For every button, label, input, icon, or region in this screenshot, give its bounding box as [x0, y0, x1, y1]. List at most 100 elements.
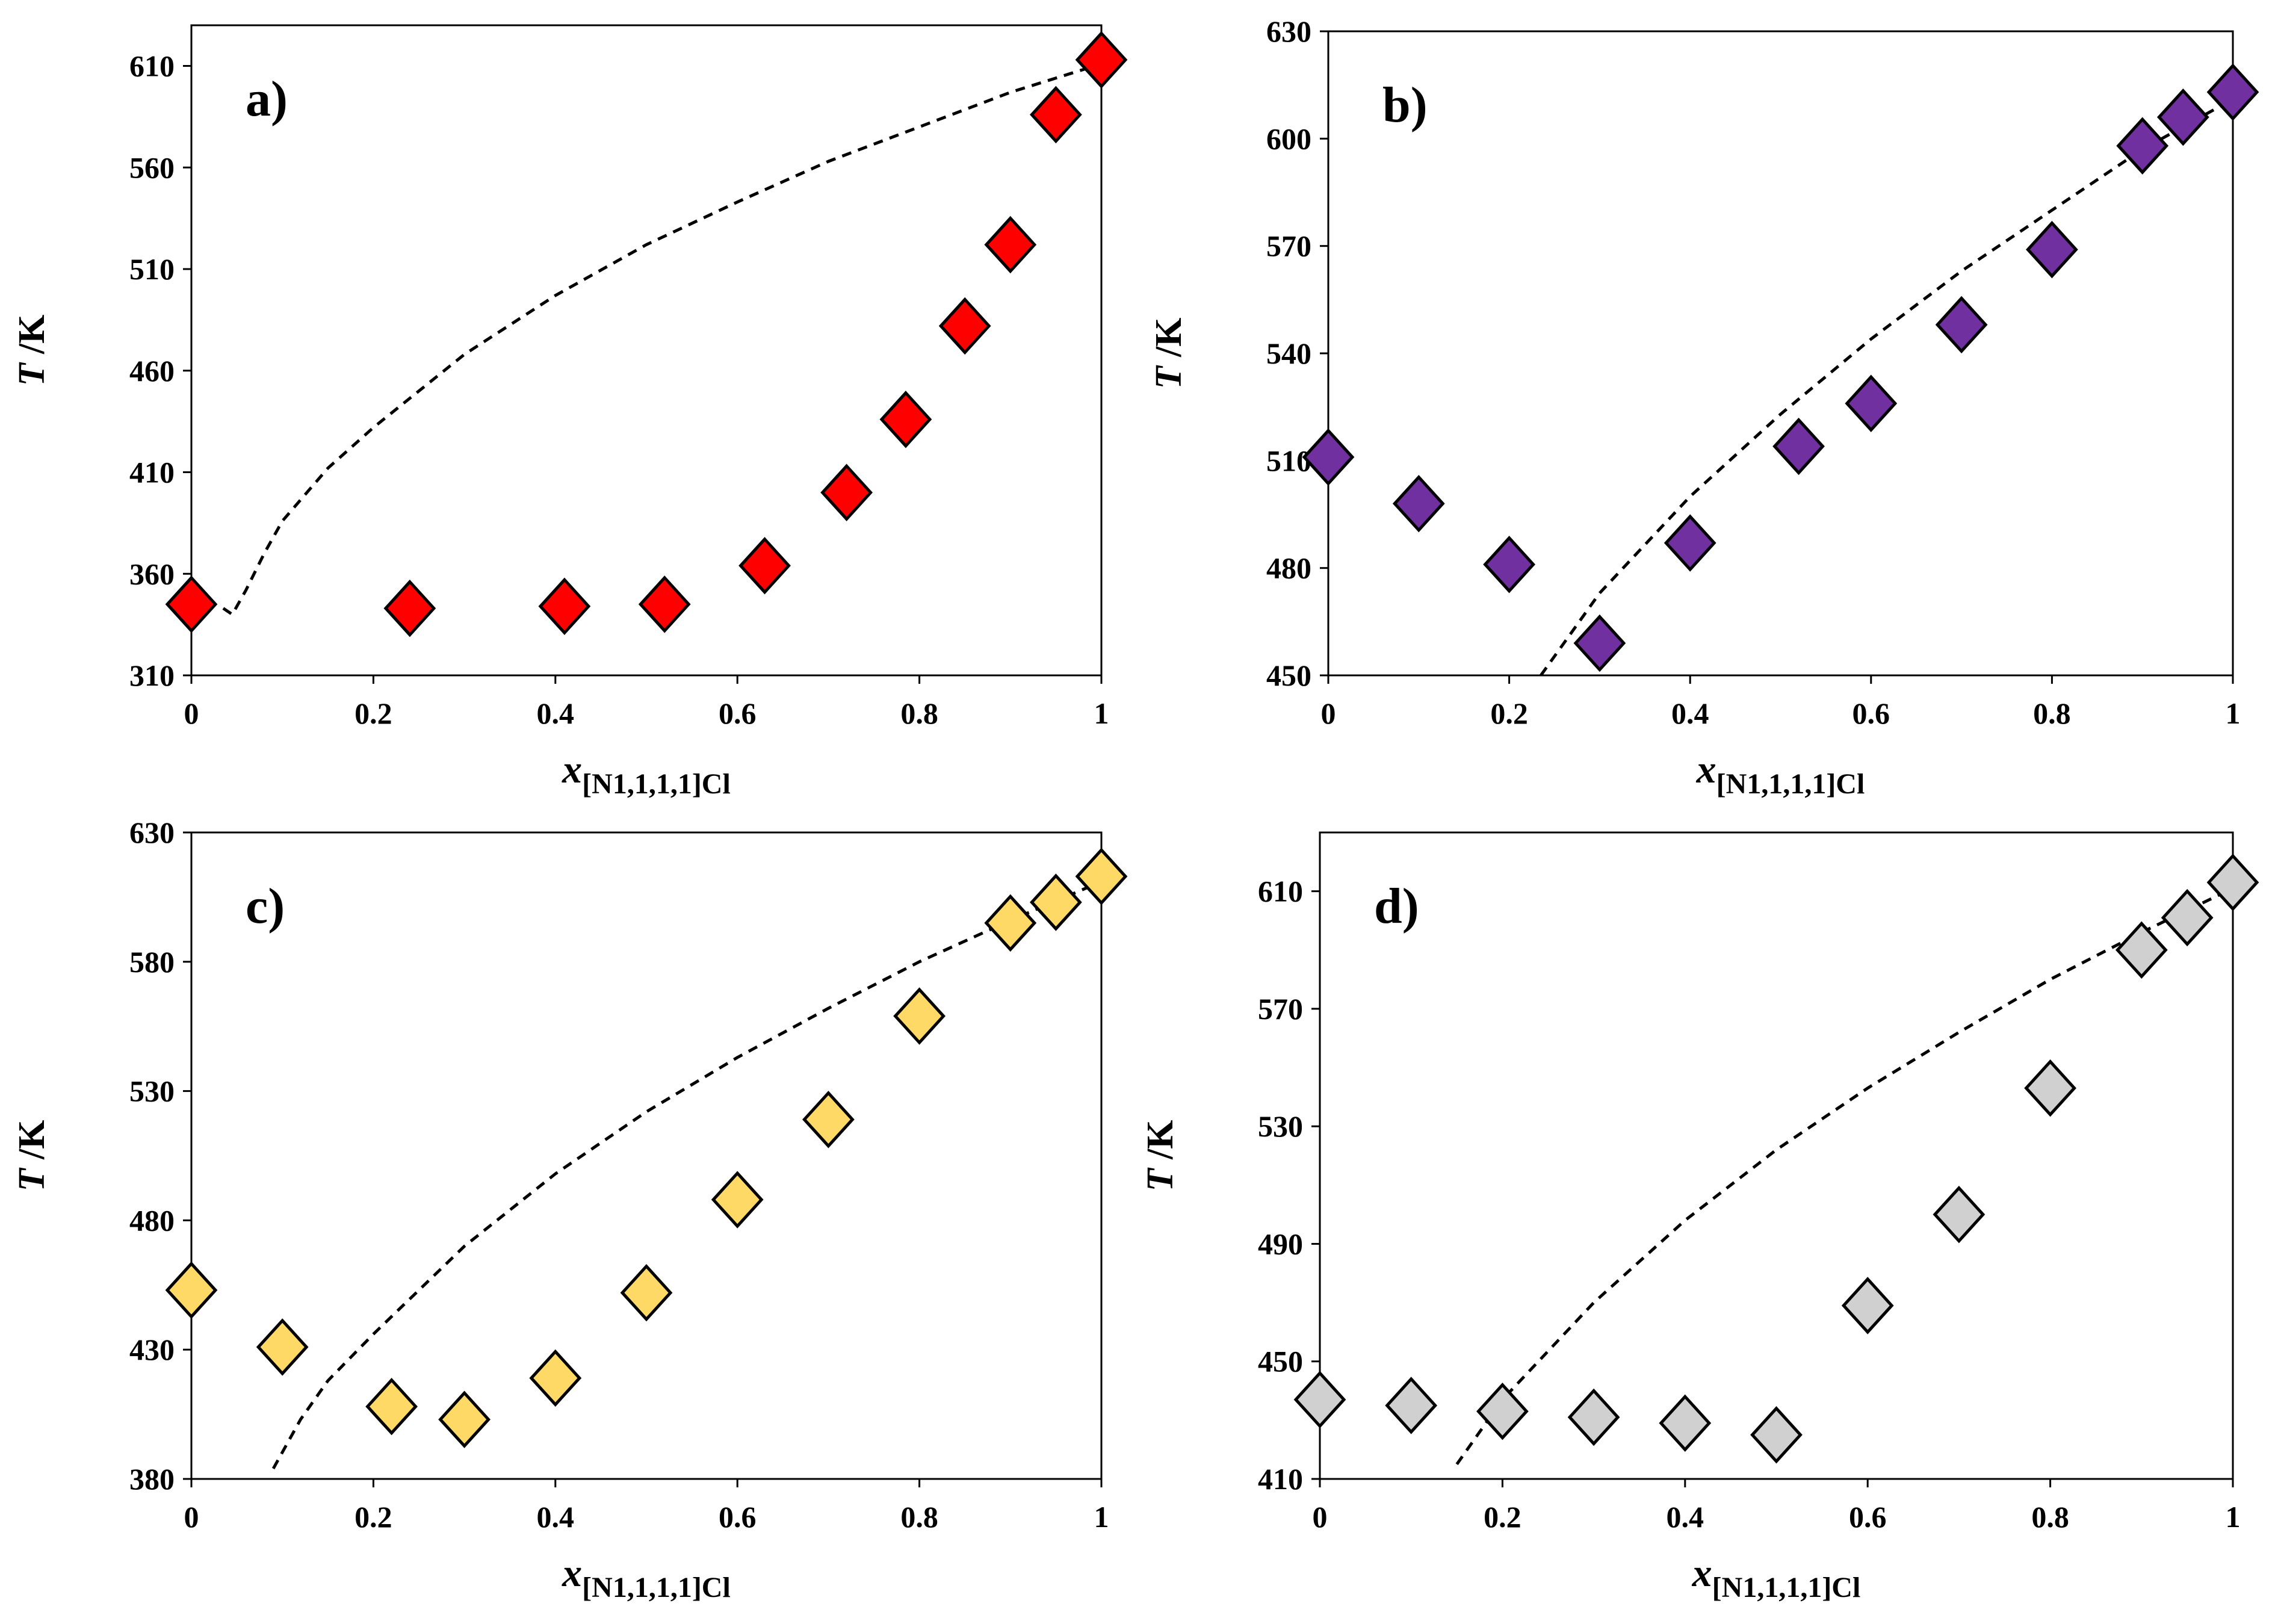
data-point-marker [2206, 63, 2259, 121]
y-tick-label: 510 [1266, 444, 1311, 477]
data-point-marker [529, 1349, 582, 1407]
y-tick-label: 530 [1258, 1109, 1303, 1143]
x-tick-label: 0.2 [354, 1500, 392, 1534]
data-point-marker [1302, 428, 1355, 486]
panel-label: d) [1374, 878, 1419, 934]
data-point-marker [984, 894, 1037, 952]
x-tick-label: 0.4 [1671, 696, 1709, 730]
data-point-marker [1845, 374, 1898, 432]
x-tick-label: 0.2 [1484, 1500, 1521, 1534]
data-point-marker [1476, 1383, 1529, 1440]
data-point-marker [1573, 614, 1626, 672]
x-tick-label: 0.4 [1667, 1500, 1704, 1534]
x-tick-label: 0.8 [900, 1500, 938, 1534]
x-axis-title: x[N1,1,1,1]Cl [1692, 1551, 1861, 1604]
y-tick-label: 410 [1258, 1462, 1303, 1496]
panel-b: 450 480 510 540 570 600 630 0 0.2 0.4 0.6 0.8 1 b) T /… [1148, 14, 2259, 800]
y-tick-label: 610 [1258, 875, 1303, 908]
data-point-marker [2161, 888, 2214, 947]
panel-label: b) [1382, 77, 1428, 133]
panel-d: 410 450 490 530 570 610 0 0.2 0.4 0.6 0.8 1 d) T /K x[… [1140, 831, 2259, 1604]
data-point-marker [984, 215, 1037, 274]
y-tick-label: 410 [129, 456, 175, 489]
plot-area-frame [190, 831, 1103, 1480]
y-tick-label: 530 [129, 1074, 175, 1108]
x-tick-label: 0.8 [2033, 696, 2071, 730]
data-point-marker [879, 391, 932, 448]
y-axis-title: T /K [1140, 1120, 1181, 1192]
y-tick-label: 480 [129, 1203, 175, 1237]
data-point-marker [365, 1377, 418, 1436]
x-tick-label: 0.6 [719, 1500, 757, 1534]
data-point-marker [638, 575, 691, 633]
y-tick-label: 450 [1266, 659, 1311, 692]
data-point-marker [165, 575, 218, 633]
data-point-marker [1392, 474, 1445, 533]
data-point-marker [2115, 921, 2168, 979]
data-point-marker [620, 1263, 673, 1322]
data-point-marker [738, 537, 791, 595]
y-tick-label: 490 [1258, 1227, 1303, 1260]
y-tick-label: 580 [129, 945, 175, 979]
y-tick-label: 630 [129, 816, 175, 849]
x-tick-label: 1 [2226, 696, 2241, 730]
y-tick-label: 430 [129, 1333, 175, 1366]
panel-a: 310 360 410 460 510 560 610 0 0.2 0.4 0.6 0.8 1 a) T /… [11, 24, 1128, 800]
x-tick-label: 1 [2226, 1500, 2241, 1534]
y-axis-title: T /K [11, 1120, 52, 1192]
x-tick-label: 0.6 [719, 696, 757, 730]
data-point-marker [1841, 1277, 1894, 1334]
data-point-marker [1030, 873, 1082, 931]
y-tick-label: 610 [129, 49, 175, 83]
data-point-marker [538, 577, 591, 635]
y-tick-label: 600 [1266, 122, 1311, 155]
x-tick-label: 0 [184, 696, 199, 730]
data-point-marker [2026, 220, 2078, 279]
x-tick-label: 1 [1094, 1500, 1109, 1534]
data-point-marker [1293, 1371, 1346, 1428]
y-tick-label: 540 [1266, 336, 1311, 370]
x-tick-label: 0.4 [537, 696, 575, 730]
data-point-marker [2156, 88, 2209, 146]
x-tick-label: 0 [184, 1500, 199, 1534]
y-tick-label: 570 [1258, 992, 1303, 1026]
x-tick-label: 0 [1321, 696, 1336, 730]
x-axis-title: x[N1,1,1,1]Cl [562, 748, 731, 800]
data-point-marker [1030, 85, 1082, 144]
panel-label: a) [246, 71, 288, 127]
x-tick-label: 1 [1094, 696, 1109, 730]
y-tick-label: 310 [129, 659, 175, 692]
x-tick-label: 0.2 [354, 696, 392, 730]
data-point-marker [1483, 536, 1535, 594]
y-axis-title: T /K [1148, 318, 1189, 389]
ideal-solubility-curve [1455, 887, 2233, 1466]
data-point-marker [820, 463, 873, 521]
y-axis-title: T /K [11, 315, 52, 386]
panel-label: c) [246, 878, 285, 934]
x-tick-label: 0.2 [1490, 696, 1528, 730]
data-point-marker [438, 1390, 491, 1448]
data-point-marker [938, 297, 991, 355]
data-point-marker [1075, 848, 1128, 905]
data-point-marker [893, 987, 946, 1045]
y-tick-label: 560 [129, 150, 175, 184]
x-axis-title: x[N1,1,1,1]Cl [562, 1551, 731, 1604]
data-point-marker [1385, 1377, 1438, 1434]
data-point-marker [1772, 417, 1825, 476]
x-tick-label: 0.8 [900, 696, 938, 730]
x-tick-label: 0 [1313, 1500, 1328, 1534]
x-tick-label: 0.8 [2031, 1500, 2069, 1534]
ideal-solubility-curve [271, 880, 1101, 1470]
data-point-marker [1750, 1406, 1803, 1464]
y-tick-label: 480 [1266, 551, 1311, 585]
data-point-marker [2116, 117, 2169, 175]
x-tick-label: 0.6 [1849, 1500, 1887, 1534]
y-tick-label: 510 [129, 252, 175, 286]
data-point-marker [1659, 1394, 1712, 1452]
ideal-solubility-curve [222, 62, 1101, 617]
plot-area-frame [1319, 831, 2234, 1480]
ideal-solubility-curve [1540, 98, 2233, 675]
data-point-marker [1933, 1185, 1986, 1244]
